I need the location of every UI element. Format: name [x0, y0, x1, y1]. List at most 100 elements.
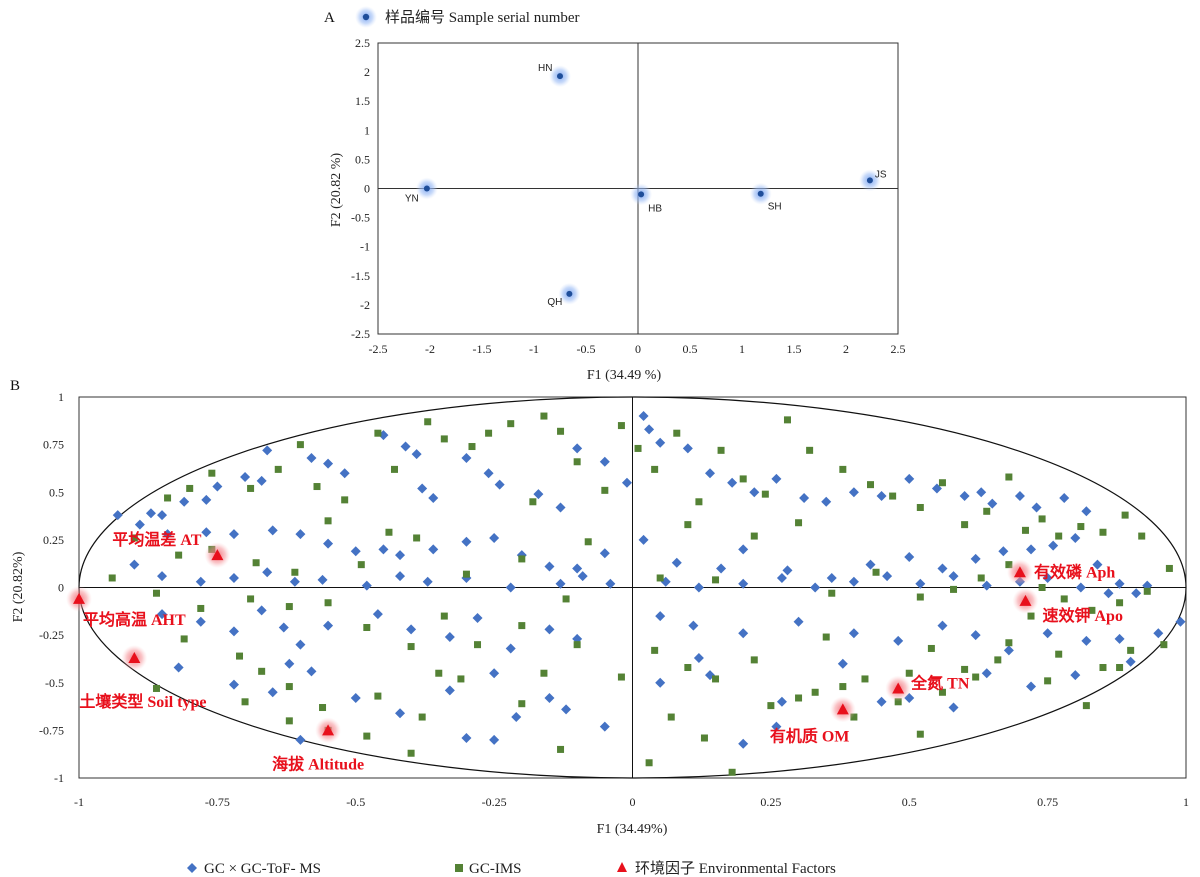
gc-ims-point: [285, 683, 293, 691]
gc-ims-point: [700, 734, 708, 742]
gc-ims-point: [1165, 564, 1173, 572]
gc-tofms-point: [693, 652, 704, 663]
gc-ims-point: [390, 465, 398, 473]
gc-tofms-point: [295, 734, 306, 745]
gc-tofms-point: [295, 639, 306, 650]
gc-ims-point: [1088, 606, 1096, 614]
env-factor-label: 有效磷 Aph: [1034, 562, 1115, 581]
gc-ims-point: [529, 498, 537, 506]
gc-tofms-point: [361, 580, 372, 591]
panel-a-x-tick-label: -1: [529, 342, 539, 356]
panel-a-y-tick-label: -2: [360, 298, 370, 312]
panel-b-x-tick-label: -0.25: [482, 795, 507, 809]
env-factor-marker: [1019, 594, 1032, 606]
panel-b-y-axis-title: F2 (20.82%): [11, 551, 26, 622]
panel-b-x-tick-label: 0.25: [760, 795, 781, 809]
gc-ims-point: [983, 507, 991, 515]
gc-tofms-point: [727, 477, 738, 488]
gc-tofms-point: [1131, 588, 1142, 599]
gc-tofms-point: [716, 563, 727, 574]
gc-tofms-point: [323, 538, 334, 549]
gc-ims-point: [850, 713, 858, 721]
gc-tofms-point: [306, 452, 317, 463]
env-factor-at: 平均温差 AT: [112, 530, 231, 569]
gc-ims-point: [1099, 664, 1107, 672]
gc-ims-point: [1005, 561, 1013, 569]
gc-tofms-point: [411, 449, 422, 460]
sample-point-hn: HN: [538, 63, 571, 88]
gc-tofms-point: [428, 544, 439, 555]
gc-tofms-point: [544, 692, 555, 703]
gc-ims-point: [767, 702, 775, 710]
sample-point-label: SH: [768, 202, 782, 213]
gc-ims-point: [1116, 664, 1124, 672]
panel-a-y-tick-label: -0.5: [351, 211, 370, 225]
gc-ims-point: [313, 483, 321, 491]
gc-ims-point: [573, 641, 581, 649]
env-factor-label: 平均高温 AHT: [83, 610, 186, 629]
gc-tofms-point: [395, 708, 406, 719]
gc-ims-point: [905, 669, 913, 677]
panel-a-y-tick-label: 1.5: [355, 94, 370, 108]
gc-ims-point: [562, 595, 570, 603]
panel-a-tag: A: [324, 10, 335, 26]
env-factor-marker: [128, 651, 141, 663]
triangle-icon: [617, 862, 627, 872]
gc-tofms-point: [533, 489, 544, 500]
gc-tofms-point: [406, 624, 417, 635]
gc-tofms-point: [987, 498, 998, 509]
gc-tofms-point: [489, 668, 500, 679]
gc-ims-point: [407, 643, 415, 651]
gc-ims-point: [750, 532, 758, 540]
gc-ims-point: [867, 481, 875, 489]
gc-tofms-point: [505, 643, 516, 654]
gc-ims-point: [828, 589, 836, 597]
gc-ims-point: [274, 465, 282, 473]
gc-ims-point: [961, 521, 969, 529]
gc-tofms-point: [876, 491, 887, 502]
gc-ims-point: [634, 444, 642, 452]
gc-tofms-point: [655, 677, 666, 688]
gc-ims-point: [806, 446, 814, 454]
gc-ims-point: [927, 644, 935, 652]
gc-tofms-point: [738, 738, 749, 749]
gc-tofms-point: [577, 571, 588, 582]
gc-tofms-point: [572, 443, 583, 454]
panel-b-y-tick-label: 0: [58, 581, 64, 595]
gc-ims-point: [363, 732, 371, 740]
gc-tofms-point: [395, 550, 406, 561]
env-factor-label: 全氮 TN: [910, 673, 970, 692]
gc-tofms-point: [893, 635, 904, 646]
gc-tofms-point: [793, 616, 804, 627]
gc-ims-point: [916, 730, 924, 738]
gc-ims-point: [324, 599, 332, 607]
gc-ims-point: [994, 656, 1002, 664]
gc-tofms-point: [157, 571, 168, 582]
sample-point-dot: [866, 177, 873, 184]
gc-ims-point: [108, 574, 116, 582]
env-factor-marker: [73, 592, 85, 604]
gc-tofms-point: [417, 483, 428, 494]
panel-a-x-ticks: -2.5 -2 -1.5 -1 -0.5 0 0.5 1 1.5 2 2.5: [369, 342, 906, 356]
gc-tofms-point: [776, 572, 787, 583]
panel-a-y-ticks: 2.5 2 1.5 1 0.5 0 -0.5 -1 -1.5 -2 -2.5: [351, 36, 370, 341]
gc-ims-point: [197, 604, 205, 612]
gc-ims-point: [540, 412, 548, 420]
gc-ims-point: [1138, 532, 1146, 540]
gc-tofms-point: [682, 443, 693, 454]
gc-ims-point: [357, 561, 365, 569]
panel-b-legend: GC × GC-ToF- MS GC-IMS 环境因子 Environmenta…: [187, 859, 836, 877]
gc-ims-point: [418, 713, 426, 721]
gc-tofms-point: [1026, 544, 1037, 555]
gc-tofms-point: [262, 567, 273, 578]
gc-tofms-point: [738, 578, 749, 589]
panel-a-points: HN YN HB SH JS QH: [405, 63, 887, 308]
gc-tofms-point: [395, 571, 406, 582]
gc-tofms-point: [948, 702, 959, 713]
gc-tofms-point: [145, 508, 156, 519]
gc-ims-point: [457, 675, 465, 683]
gc-ims-point: [889, 492, 897, 500]
gc-tofms-point: [599, 548, 610, 559]
gc-tofms-point: [1153, 628, 1164, 639]
gc-tofms-point: [544, 624, 555, 635]
